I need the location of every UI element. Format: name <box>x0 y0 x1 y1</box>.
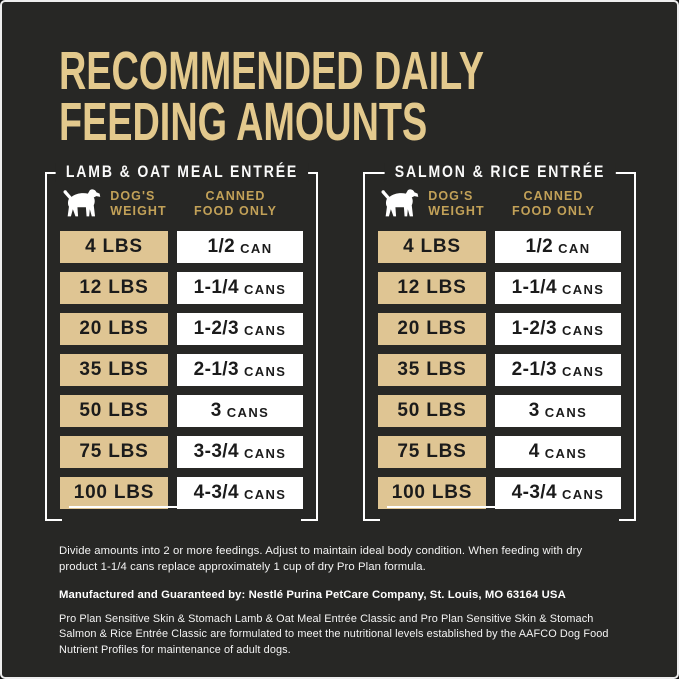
dogs-weight-line2: WEIGHT <box>110 204 167 218</box>
aafco-statement: Pro Plan Sensitive Skin & Stomach Lamb &… <box>59 612 609 656</box>
table-row: 20 LBS 1-2/3 CANS <box>378 313 621 345</box>
manufacturer-line: Manufactured and Guaranteed by: Nestlé P… <box>59 588 566 601</box>
canned-food-cell: 4-3/4 CANS <box>495 477 621 509</box>
canned-food-line1: CANNED <box>205 189 266 203</box>
canned-food-cell: 3 CANS <box>177 395 303 427</box>
table-row: 12 LBS 1-1/4 CANS <box>378 272 621 304</box>
table-row: 12 LBS 1-1/4 CANS <box>60 272 303 304</box>
table-lamb-oat-entree: LAMB & OAT MEAL ENTRÉE DOG'S WEIGHT CANNE… <box>45 163 318 521</box>
page-title-line2: FEEDING AMOUNTS <box>59 92 428 152</box>
frame-bottom-line <box>387 506 612 508</box>
dog-weight-cell: 75 LBS <box>60 436 168 468</box>
frame-bottom-line <box>69 506 294 508</box>
dog-weight-cell: 20 LBS <box>60 313 168 345</box>
dogs-weight-line1: DOG'S <box>110 189 156 203</box>
dog-weight-cell: 4 LBS <box>60 231 168 263</box>
dog-weight-cell: 100 LBS <box>60 477 168 509</box>
dog-silhouette-icon <box>379 189 421 219</box>
canned-food-cell: 1-2/3 CANS <box>177 313 303 345</box>
dog-weight-cell: 100 LBS <box>378 477 486 509</box>
table-title: SALMON & RICE ENTRÉE <box>384 163 615 182</box>
table-header: DOG'S WEIGHT CANNED FOOD ONLY <box>60 189 303 219</box>
table-row: 4 LBS 1/2 CAN <box>378 231 621 263</box>
feeding-tables: LAMB & OAT MEAL ENTRÉE DOG'S WEIGHT CANNE… <box>2 163 677 521</box>
dog-weight-cell: 12 LBS <box>60 272 168 304</box>
dog-weight-cell: 35 LBS <box>60 354 168 386</box>
table-header: DOG'S WEIGHT CANNED FOOD ONLY <box>378 189 621 219</box>
canned-food-cell: 2-1/3 CANS <box>495 354 621 386</box>
table-row: 35 LBS 2-1/3 CANS <box>378 354 621 386</box>
canned-food-label: CANNED FOOD ONLY <box>168 189 303 219</box>
canned-food-cell: 1/2 CAN <box>177 231 303 263</box>
dog-weight-cell: 50 LBS <box>60 395 168 427</box>
canned-food-line2: FOOD ONLY <box>511 204 596 218</box>
dog-weight-cell: 75 LBS <box>378 436 486 468</box>
canned-food-cell: 1/2 CAN <box>495 231 621 263</box>
dogs-weight-header: DOG'S WEIGHT <box>60 189 168 219</box>
dogs-weight-line2: WEIGHT <box>428 204 485 218</box>
table-row: 75 LBS 4 CANS <box>378 436 621 468</box>
canned-food-cell: 4 CANS <box>495 436 621 468</box>
table-row: 75 LBS 3-3/4 CANS <box>60 436 303 468</box>
table-salmon-rice-entree: SALMON & RICE ENTRÉE DOG'S WEIGHT CANNED F… <box>363 163 636 521</box>
footer: Divide amounts into 2 or more feedings. … <box>59 543 620 658</box>
table-title: LAMB & OAT MEAL ENTRÉE <box>55 163 308 182</box>
table-row: 4 LBS 1/2 CAN <box>60 231 303 263</box>
canned-food-line1: CANNED <box>523 189 584 203</box>
table-row: 50 LBS 3 CANS <box>60 395 303 427</box>
dogs-weight-label: DOG'S WEIGHT <box>110 189 167 219</box>
dog-weight-cell: 20 LBS <box>378 313 486 345</box>
canned-food-cell: 1-1/4 CANS <box>495 272 621 304</box>
dog-weight-cell: 50 LBS <box>378 395 486 427</box>
canned-food-cell: 2-1/3 CANS <box>177 354 303 386</box>
canned-food-cell: 4-3/4 CANS <box>177 477 303 509</box>
dog-weight-cell: 4 LBS <box>378 231 486 263</box>
canned-food-label: CANNED FOOD ONLY <box>486 189 621 219</box>
canned-food-cell: 1-2/3 CANS <box>495 313 621 345</box>
table-rows: 4 LBS 1/2 CAN 12 LBS 1-1/4 CANS 20 LBS 1-2/3 CAN… <box>378 231 621 509</box>
table-row: 100 LBS 4-3/4 CANS <box>60 477 303 509</box>
table-rows: 4 LBS 1/2 CAN 12 LBS 1-1/4 CANS 20 LBS 1-2/3 CAN… <box>60 231 303 509</box>
canned-food-cell: 3 CANS <box>495 395 621 427</box>
dogs-weight-header: DOG'S WEIGHT <box>378 189 486 219</box>
dogs-weight-line1: DOG'S <box>428 189 474 203</box>
canned-food-cell: 3-3/4 CANS <box>177 436 303 468</box>
dog-weight-cell: 12 LBS <box>378 272 486 304</box>
canned-food-header: CANNED FOOD ONLY <box>486 189 621 219</box>
feeding-note: Divide amounts into 2 or more feedings. … <box>59 545 583 574</box>
dogs-weight-label: DOG'S WEIGHT <box>428 189 485 219</box>
table-row: 35 LBS 2-1/3 CANS <box>60 354 303 386</box>
dog-weight-cell: 35 LBS <box>378 354 486 386</box>
dog-silhouette-icon <box>61 189 103 219</box>
canned-food-header: CANNED FOOD ONLY <box>168 189 303 219</box>
table-row: 100 LBS 4-3/4 CANS <box>378 477 621 509</box>
table-row: 20 LBS 1-2/3 CANS <box>60 313 303 345</box>
page-title: RECOMMENDED DAILY FEEDING AMOUNTS <box>59 41 677 152</box>
page-title-line1: RECOMMENDED DAILY <box>59 41 484 101</box>
canned-food-cell: 1-1/4 CANS <box>177 272 303 304</box>
table-row: 50 LBS 3 CANS <box>378 395 621 427</box>
canned-food-line2: FOOD ONLY <box>193 204 278 218</box>
